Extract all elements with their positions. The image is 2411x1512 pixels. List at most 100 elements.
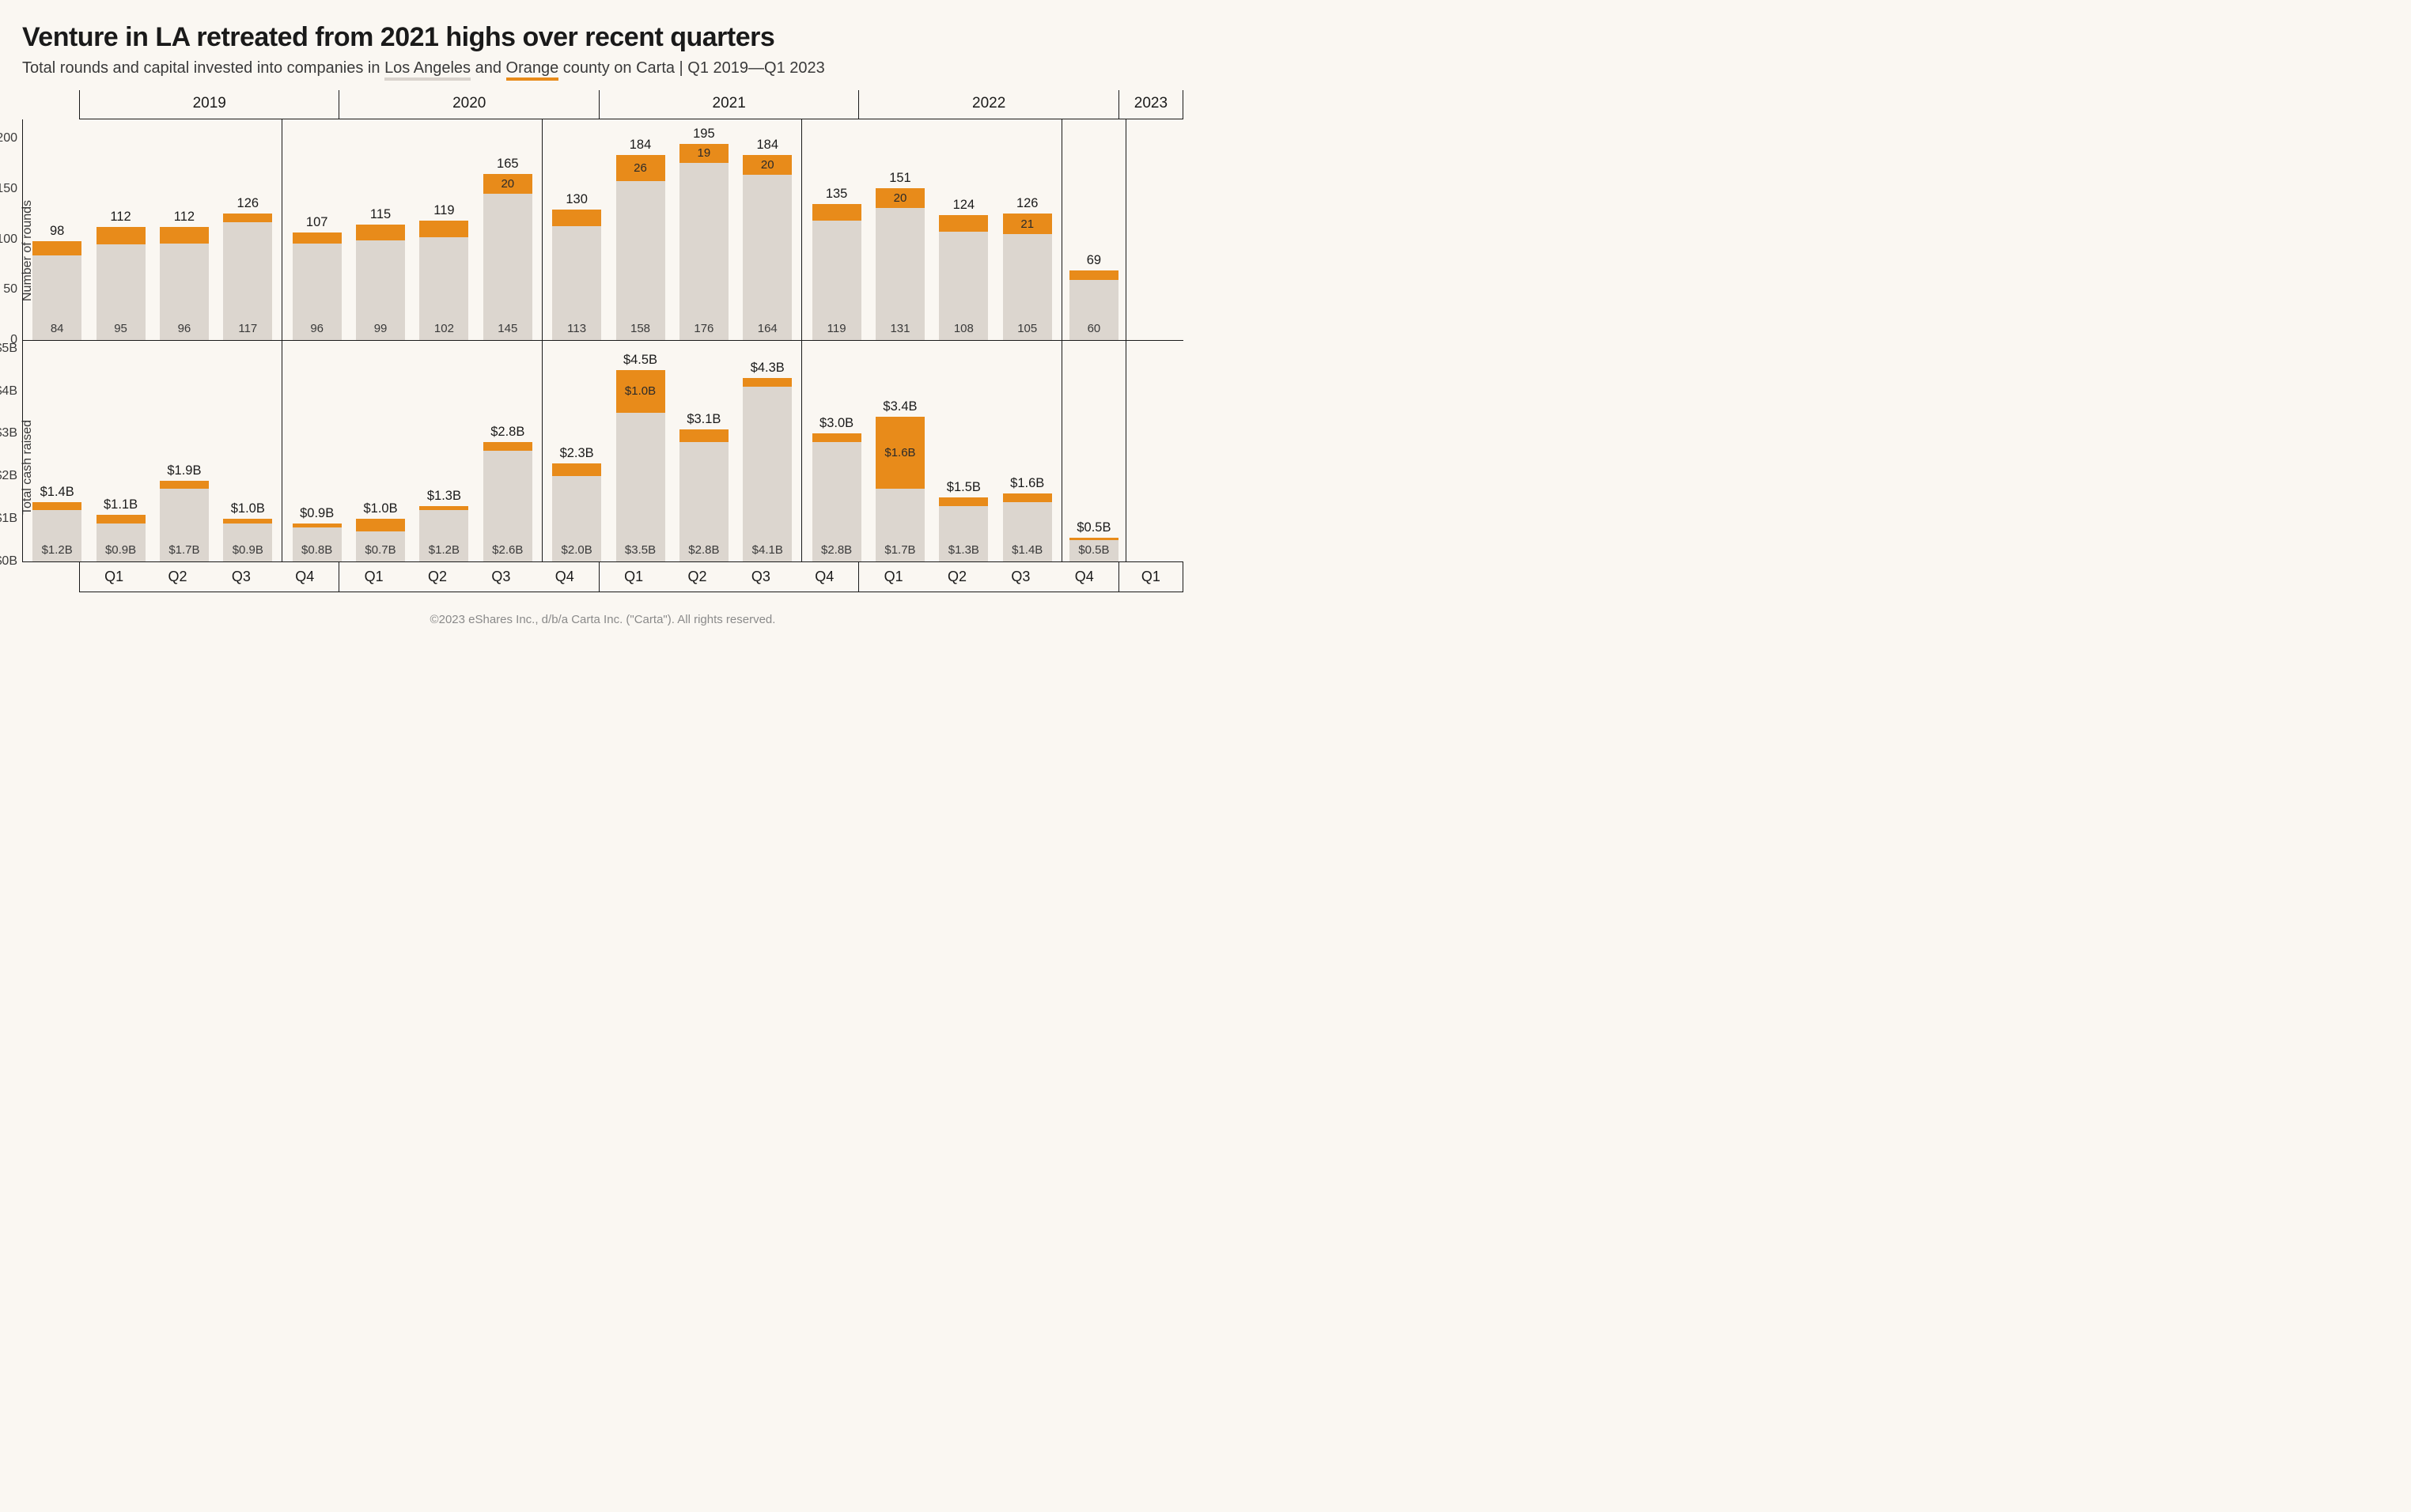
year-group: $1.2B$1.4B$0.9B$1.1B$1.7B$1.9B$0.9B$1.0B — [22, 341, 282, 561]
y-tick: $5B — [0, 342, 17, 356]
bar-total-label: 195 — [679, 127, 729, 142]
stacked-bar: 99115 — [356, 225, 405, 340]
bar-segment-la: 95 — [97, 244, 146, 340]
stacked-bar: $1.3B$1.5B — [939, 497, 988, 561]
subtitle-pre: Total rounds and capital invested into c… — [22, 59, 384, 77]
bar-wrap: 14520165 — [480, 174, 536, 340]
bar-segment-oc — [32, 502, 81, 511]
bar-total-label: 124 — [939, 198, 988, 213]
bar-segment-oc — [356, 519, 405, 531]
bar-segment-oc — [939, 215, 988, 231]
bar-segment-la: $0.7B — [356, 531, 405, 561]
bar-segment-oc: 20 — [876, 188, 925, 208]
stacked-bar: 16420184 — [743, 155, 792, 340]
x-tick-label: Q1 — [606, 562, 661, 592]
bar-segment-oc: 20 — [483, 174, 532, 194]
bar-segment-la: $4.1B — [743, 387, 792, 561]
stacked-bar: $2.8B$3.1B — [679, 429, 729, 561]
x-tick-label: Q3 — [473, 562, 528, 592]
stacked-bar: 117126 — [223, 214, 272, 340]
bar-segment-oc: 21 — [1003, 214, 1052, 235]
x-tick-label: Q1 — [86, 562, 142, 592]
bar-segment-oc — [1069, 270, 1118, 279]
bar-total-label: $3.0B — [812, 416, 861, 431]
y-tick: 200 — [0, 131, 17, 146]
bar-total-label: $1.0B — [356, 501, 405, 516]
bar-wrap: $2.6B$2.8B — [480, 442, 536, 561]
bar-segment-oc — [552, 210, 601, 227]
stacked-bar: $0.5B$0.5B — [1069, 538, 1118, 561]
bar-total-label: $4.3B — [743, 361, 792, 376]
bar-total-label: 126 — [1003, 196, 1052, 211]
year-group: 961079911510211914520165 — [282, 119, 541, 340]
y-tick: 50 — [0, 282, 17, 297]
bar-total-label: 130 — [552, 192, 601, 207]
x-tick-label: Q4 — [797, 562, 852, 592]
year-group: 8498 95 112 96112 117126 — [22, 119, 282, 340]
bar-total-label: $3.4B — [876, 399, 925, 414]
bar-segment-oc — [356, 225, 405, 240]
bar-total-label: $1.9B — [160, 463, 209, 478]
bar-wrap: 96107 — [289, 232, 344, 340]
year-header: 2019 — [79, 90, 339, 119]
bar-segment-la: $1.4B — [1003, 502, 1052, 561]
bar-wrap: 13120151 — [872, 188, 928, 340]
year-headers: 20192020202120222023 — [79, 90, 1183, 119]
bar-total-label: $1.6B — [1003, 476, 1052, 491]
bar-total-label: $2.8B — [483, 425, 532, 440]
stacked-bar: 113130 — [552, 210, 601, 340]
stacked-bar: $0.7B$1.0B — [356, 519, 405, 561]
bar-segment-oc — [293, 232, 342, 244]
bar-wrap: 108124 — [936, 215, 991, 340]
stacked-bar: 96112 — [160, 227, 209, 340]
year-header: 2023 — [1118, 90, 1183, 119]
bar-segment-la: 176 — [679, 163, 729, 340]
bar-wrap: 117126 — [220, 214, 275, 340]
bar-segment-la: 99 — [356, 240, 405, 340]
top-panel-wrap: Number of rounds 05010015020084989511296… — [22, 119, 1183, 341]
bar-wrap: $3.5B$1.0B$4.5B — [612, 370, 668, 561]
bar-total-label: 135 — [812, 187, 861, 202]
bar-segment-la: 145 — [483, 194, 532, 340]
stacked-bar: 102119 — [419, 221, 468, 340]
x-group: Q1Q2Q3Q4 — [339, 562, 598, 592]
y-tick: 100 — [0, 232, 17, 247]
x-tick-label: Q2 — [410, 562, 465, 592]
x-tick-label: Q4 — [277, 562, 332, 592]
subtitle-and: and — [471, 59, 505, 77]
x-tick-label: Q2 — [669, 562, 725, 592]
bar-wrap: $1.2B$1.3B — [416, 506, 471, 561]
bar-total-label: $1.1B — [97, 497, 146, 512]
chart-area: 20192020202120222023 Number of rounds 05… — [22, 90, 1183, 592]
bar-wrap: $0.8B$0.9B — [289, 524, 344, 561]
bar-segment-oc — [939, 497, 988, 506]
bar-total-label: 151 — [876, 171, 925, 186]
stacked-bar: 14520165 — [483, 174, 532, 340]
bar-segment-oc: 20 — [743, 155, 792, 175]
bar-segment-oc: $1.6B — [876, 417, 925, 490]
stacked-bar: $1.2B$1.4B — [32, 502, 81, 561]
bar-segment-oc: 19 — [679, 144, 729, 163]
bar-segment-la: 108 — [939, 232, 988, 340]
bar-wrap: 16420184 — [740, 155, 795, 340]
bar-wrap: $1.7B$1.9B — [157, 481, 212, 561]
bar-segment-la: 60 — [1069, 280, 1118, 340]
bar-total-label: $2.3B — [552, 446, 601, 461]
year-group: $0.8B$0.9B$0.7B$1.0B$1.2B$1.3B$2.6B$2.8B — [282, 341, 541, 561]
bar-wrap: $0.5B$0.5B — [1069, 538, 1119, 561]
stacked-bar: 17619195 — [679, 144, 729, 340]
bar-segment-oc: 26 — [616, 155, 665, 181]
stacked-bar: 6069 — [1069, 270, 1118, 340]
bar-segment-oc — [419, 221, 468, 238]
stacked-bar: $4.1B$4.3B — [743, 378, 792, 561]
bar-total-label: 165 — [483, 157, 532, 172]
bar-segment-la: 102 — [419, 237, 468, 340]
stacked-bar: 8498 — [32, 241, 81, 340]
stacked-bar: $1.7B$1.9B — [160, 481, 209, 561]
bar-wrap: $2.8B$3.0B — [808, 433, 864, 561]
bar-segment-la: 113 — [552, 226, 601, 340]
bar-total-label: 112 — [160, 210, 209, 225]
subtitle-post: county on Carta | Q1 2019—Q1 2023 — [558, 59, 825, 77]
year-header: 2020 — [339, 90, 598, 119]
x-tick-label: Q1 — [346, 562, 401, 592]
